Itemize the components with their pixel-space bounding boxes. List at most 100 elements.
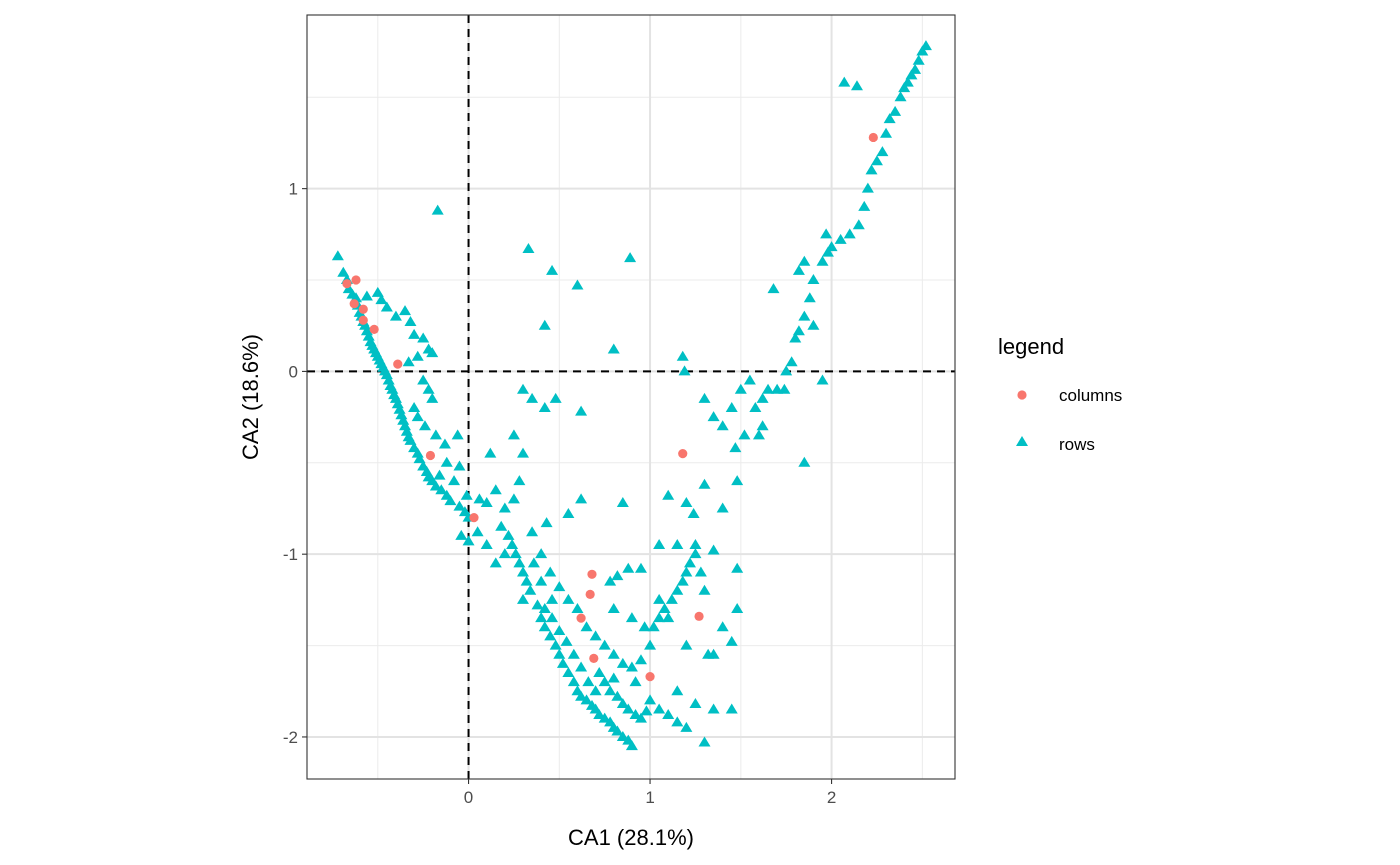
rows-point: [489, 557, 502, 568]
rows-point: [553, 648, 566, 659]
rows-point: [789, 332, 802, 343]
rows-point: [556, 657, 569, 668]
rows-point: [731, 475, 744, 486]
rows-point: [653, 612, 666, 623]
rows-point: [502, 529, 515, 540]
rows-point: [816, 374, 829, 385]
rows-point: [567, 676, 580, 687]
rows-point: [535, 612, 548, 623]
rows-point: [593, 666, 606, 677]
rows-point: [480, 497, 493, 508]
rows-point: [553, 581, 566, 592]
rows-point: [698, 736, 711, 747]
legend-label-rows: rows: [1059, 435, 1095, 454]
rows-point: [629, 676, 642, 687]
legend-title: legend: [998, 334, 1064, 359]
rows-point: [549, 639, 562, 650]
columns-point: [351, 275, 361, 285]
rows-point: [429, 480, 442, 491]
rows-point: [426, 392, 439, 403]
rows-point: [680, 497, 693, 508]
rows-point: [762, 383, 775, 394]
rows-point: [611, 570, 624, 581]
rows-point: [455, 529, 468, 540]
rows-point: [803, 292, 816, 303]
rows-point: [880, 127, 893, 138]
rows-point: [680, 639, 693, 650]
rows-point: [598, 639, 611, 650]
columns-point: [576, 613, 586, 623]
rows-point: [870, 155, 883, 166]
rows-point: [662, 489, 675, 500]
legend: legend columns rows: [998, 334, 1122, 454]
columns-point: [645, 672, 655, 682]
rows-point: [821, 246, 834, 257]
rows-point: [687, 507, 700, 518]
rows-point: [360, 290, 373, 301]
rows-point: [611, 690, 624, 701]
rows-point: [389, 310, 402, 321]
rows-point: [546, 612, 559, 623]
rows-point: [438, 438, 451, 449]
rows-point: [549, 392, 562, 403]
rows-point: [413, 453, 426, 464]
rows-point: [453, 500, 466, 511]
rows-point: [912, 54, 925, 65]
rows-point: [495, 520, 508, 531]
rows-point: [752, 429, 765, 440]
rows-point: [792, 325, 805, 336]
rows-point: [707, 648, 720, 659]
plot-border: [306, 14, 956, 780]
rows-point: [562, 593, 575, 604]
rows-point: [785, 356, 798, 367]
rows-point: [611, 725, 624, 736]
rows-point: [522, 242, 535, 253]
columns-point: [585, 589, 595, 599]
rows-point: [767, 283, 780, 294]
rows-point: [575, 405, 588, 416]
rows-point: [653, 703, 666, 714]
rows-point: [598, 676, 611, 687]
rows-point: [422, 383, 435, 394]
rows-point: [575, 661, 588, 672]
rows-point: [622, 703, 635, 714]
rows-point: [671, 584, 684, 595]
rows-point: [876, 146, 889, 157]
y-tick-label: 1: [289, 180, 298, 199]
columns-point: [349, 299, 359, 309]
rows-point: [625, 661, 638, 672]
y-tick-label: -1: [283, 545, 298, 564]
rows-point: [644, 639, 657, 650]
rows-point: [506, 539, 519, 550]
rows-point: [371, 286, 384, 297]
rows-point: [729, 442, 742, 453]
rows-point: [411, 350, 424, 361]
rows-point: [538, 621, 551, 632]
rows-point: [489, 484, 502, 495]
rows-point: [678, 365, 691, 376]
rows-point: [448, 475, 461, 486]
rows-point: [653, 593, 666, 604]
rows-point: [526, 392, 539, 403]
rows-point: [852, 219, 865, 230]
rows-point: [698, 392, 711, 403]
rows-point: [625, 740, 638, 751]
x-tick-label: 0: [464, 788, 473, 807]
rows-point: [426, 347, 439, 358]
rows-point: [731, 562, 744, 573]
rows-point: [538, 603, 551, 614]
rows-point: [662, 709, 675, 720]
rows-point: [604, 685, 617, 696]
rows-point: [513, 557, 526, 568]
rows-point: [607, 603, 620, 614]
rows-point: [671, 685, 684, 696]
rows-point: [527, 557, 540, 568]
rows-point: [749, 401, 762, 412]
rows-point: [898, 82, 911, 93]
rows-point: [825, 241, 838, 252]
rows-point: [399, 305, 412, 316]
rows-point: [658, 603, 671, 614]
rows-point: [665, 593, 678, 604]
rows-point: [575, 690, 588, 701]
rows-point: [473, 493, 486, 504]
